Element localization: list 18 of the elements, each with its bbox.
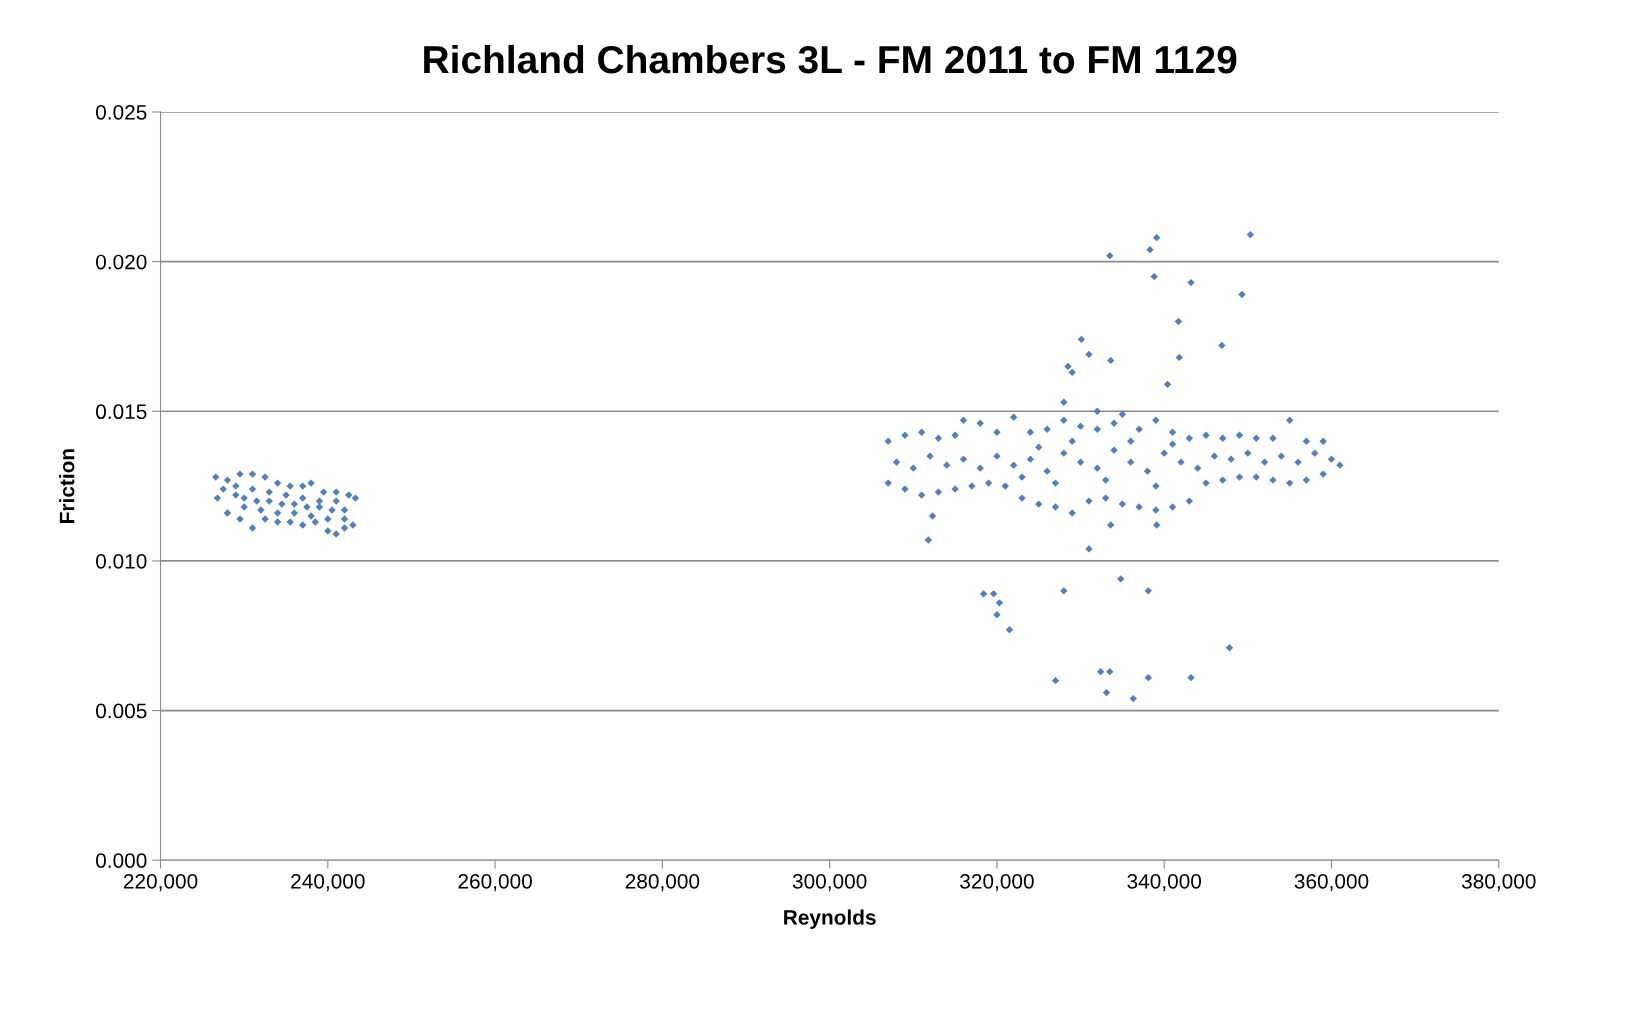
- x-tick-label: 380,000: [1461, 873, 1536, 892]
- y-tick-label: 0.015: [96, 404, 147, 420]
- x-tick-label: 340,000: [1127, 873, 1202, 892]
- chart-title: Richland Chambers 3L - FM 2011 to FM 1129: [424, 44, 1237, 74]
- x-tick-label: 280,000: [625, 873, 700, 892]
- x-axis-title: Reynolds: [784, 909, 876, 929]
- x-tick-label: 240,000: [291, 873, 365, 892]
- y-axis-title: Friction: [59, 449, 75, 523]
- x-tick-label: 260,000: [458, 873, 532, 892]
- x-tick-label: 220,000: [123, 873, 198, 892]
- y-tick-label: 0.000: [96, 853, 147, 868]
- x-tick-label: 320,000: [960, 873, 1034, 892]
- y-tick-label: 0.010: [96, 553, 147, 569]
- y-tick-label: 0.020: [96, 254, 147, 270]
- x-tick-label: 360,000: [1294, 873, 1369, 892]
- y-tick-label: 0.005: [96, 703, 147, 719]
- y-tick-label: 0.025: [96, 104, 147, 120]
- x-tick-label: 300,000: [792, 873, 867, 892]
